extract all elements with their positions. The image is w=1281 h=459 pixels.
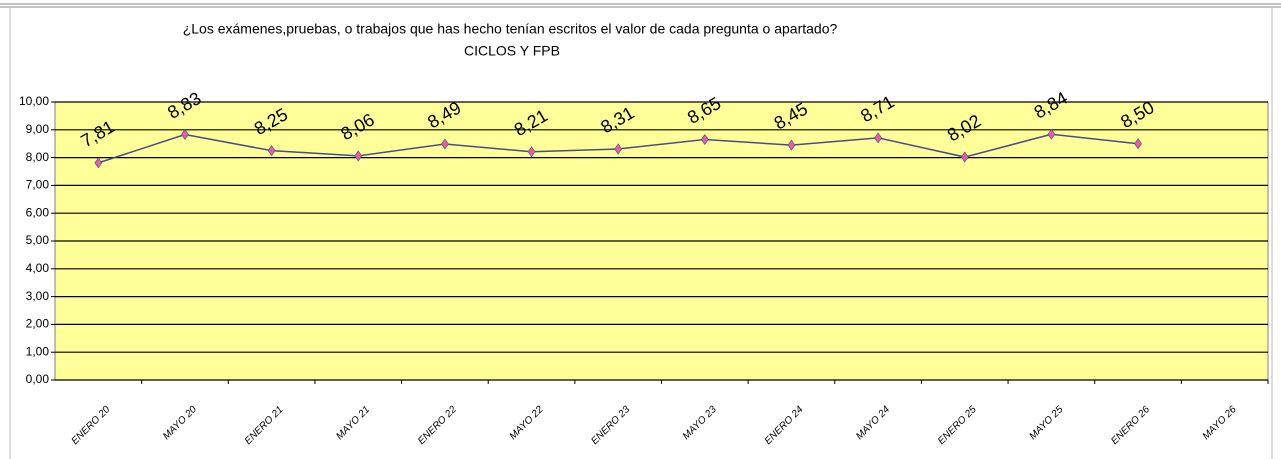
data-point (874, 132, 882, 144)
data-point (354, 150, 363, 162)
x-tick-label: ENERO 23 (589, 404, 632, 447)
x-tick-label: ENERO 22 (416, 404, 459, 447)
x-tick-label: ENERO 24 (763, 404, 806, 447)
y-tick-label: 4,00 (26, 261, 50, 275)
data-point (1134, 138, 1142, 150)
y-tick-label: 2,00 (26, 317, 50, 331)
y-tick-label: 6,00 (26, 205, 50, 219)
x-tick-label: MAYO 22 (508, 404, 546, 442)
data-point (267, 145, 276, 157)
data-point (614, 143, 623, 155)
y-tick-label: 5,00 (26, 233, 50, 247)
x-tick-label: MAYO 26 (1201, 404, 1239, 442)
x-tick-label: MAYO 25 (1027, 404, 1065, 442)
y-tick-label: 9,00 (26, 122, 50, 136)
x-tick-label: ENERO 25 (936, 404, 979, 447)
data-point (787, 139, 796, 151)
y-tick-label: 7,00 (26, 178, 50, 192)
data-point (960, 151, 969, 163)
data-point (441, 138, 449, 150)
x-tick-label: MAYO 20 (161, 404, 199, 442)
data-point (94, 157, 103, 169)
data-point (181, 129, 189, 141)
x-tick-label: MAYO 21 (334, 404, 372, 442)
y-tick-label: 0,00 (26, 372, 50, 386)
data-point (527, 146, 536, 158)
data-point (700, 134, 709, 146)
data-point (1047, 128, 1056, 140)
chart-title: ¿Los exámenes,pruebas, o trabajos que ha… (183, 21, 838, 37)
y-tick-label: 10,00 (19, 94, 49, 108)
x-tick-label: ENERO 21 (243, 404, 286, 447)
chart-subtitle: CICLOS Y FPB (464, 43, 560, 59)
y-tick-label: 8,00 (26, 150, 50, 164)
x-tick-label: MAYO 24 (854, 404, 892, 442)
y-tick-label: 1,00 (26, 344, 50, 358)
x-tick-label: ENERO 26 (1109, 404, 1152, 447)
x-tick-label: MAYO 23 (681, 404, 719, 442)
y-tick-label: 3,00 (26, 289, 50, 303)
x-tick-label: ENERO 20 (70, 404, 113, 447)
